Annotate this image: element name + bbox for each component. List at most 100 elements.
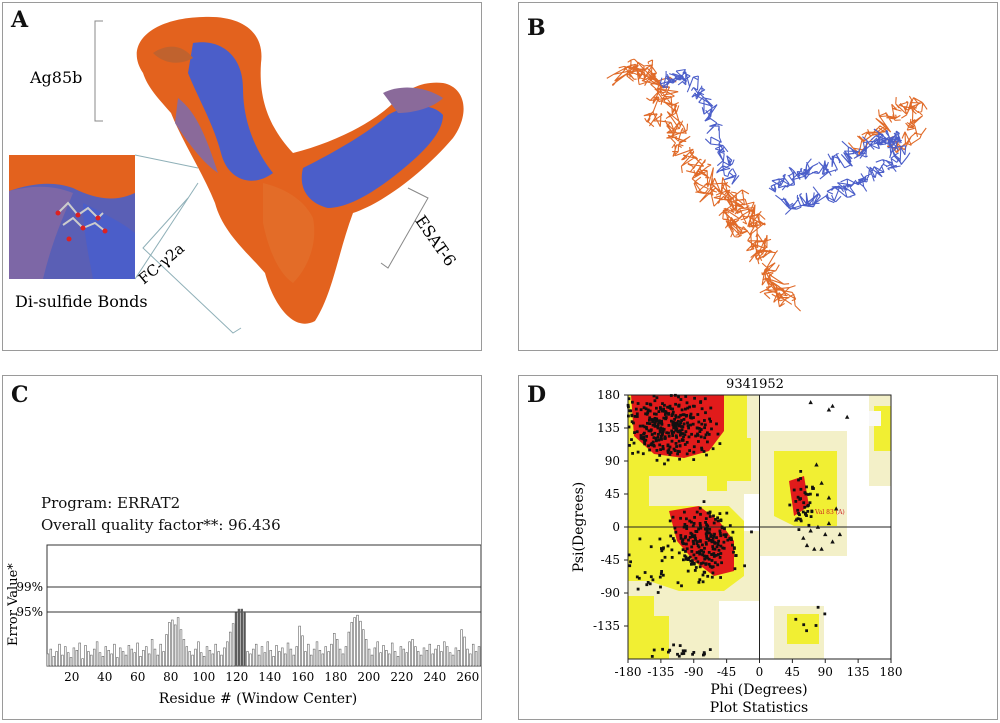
- rama-point: [653, 424, 657, 428]
- errat-bar: [185, 646, 188, 667]
- backbone-segment: [905, 102, 928, 138]
- rama-point: [658, 454, 662, 457]
- rama-point: [649, 429, 653, 433]
- errat-x-tick: 240: [423, 670, 446, 684]
- rama-point: [716, 541, 720, 545]
- backbone-segment: [799, 152, 839, 180]
- rama-point: [676, 652, 679, 656]
- rama-y-tick-label: 0: [612, 520, 620, 534]
- rama-point: [792, 488, 796, 492]
- rama-point: [724, 533, 728, 537]
- rama-point: [641, 452, 645, 456]
- rama-points: [626, 393, 850, 658]
- rama-point: [645, 435, 648, 438]
- rama-point: [638, 424, 642, 428]
- rama-point: [698, 565, 702, 569]
- rama-point: [670, 439, 674, 443]
- rama-point: [694, 530, 698, 533]
- rama-point: [692, 458, 696, 461]
- errat-bar: [200, 652, 203, 667]
- rama-point: [803, 505, 807, 509]
- errat-bar: [249, 653, 252, 667]
- rama-glycine-point: [826, 407, 832, 412]
- rama-point: [660, 547, 663, 550]
- rama-point: [671, 423, 675, 427]
- rama-point: [715, 545, 719, 549]
- rama-point: [694, 566, 698, 569]
- errat-bar: [312, 648, 316, 667]
- rama-point: [707, 551, 711, 554]
- errat-bar: [356, 614, 359, 667]
- rama-point: [810, 509, 814, 513]
- errat-bar: [69, 657, 73, 667]
- rama-point: [630, 413, 634, 417]
- rama-point: [710, 427, 713, 431]
- rama-point: [663, 410, 667, 413]
- rama-point: [806, 510, 810, 513]
- rama-point: [797, 478, 800, 482]
- rama-point: [685, 547, 689, 551]
- errat-bar: [197, 641, 200, 667]
- rama-point: [705, 523, 708, 527]
- errat-bar: [49, 648, 53, 667]
- rama-point: [635, 430, 639, 434]
- rama-point: [799, 487, 803, 491]
- rama-point: [799, 517, 802, 521]
- rama-point: [664, 413, 667, 416]
- rama-point: [662, 407, 665, 411]
- rama-point: [647, 429, 651, 433]
- rama-point: [722, 546, 726, 550]
- rama-point: [816, 493, 819, 497]
- rama-point: [697, 427, 701, 430]
- rama-y-tick-label: -135: [593, 619, 620, 633]
- backbone-segment: [677, 71, 714, 107]
- errat-bar: [194, 648, 197, 667]
- rama-point: [644, 438, 648, 442]
- rama-point: [641, 424, 645, 428]
- rama-glycine-point: [819, 546, 824, 551]
- errat-bar: [148, 653, 151, 667]
- errat-bar: [188, 651, 191, 667]
- rama-point: [666, 451, 670, 454]
- rama-point: [674, 530, 678, 534]
- rama-point: [679, 537, 683, 540]
- rama-point: [799, 497, 802, 500]
- rama-point: [708, 515, 712, 518]
- rama-point: [682, 418, 686, 421]
- rama-point: [658, 537, 662, 541]
- rama-point: [661, 409, 664, 413]
- errat-bar: [474, 651, 478, 667]
- rama-point: [711, 553, 714, 556]
- errat-bar: [58, 643, 61, 667]
- errat-bar: [202, 655, 206, 667]
- rama-point: [690, 532, 694, 536]
- errat-bar: [286, 642, 290, 667]
- rama-point: [686, 421, 689, 425]
- rama-point: [673, 417, 676, 421]
- rama-point: [676, 452, 679, 456]
- rama-point: [645, 427, 649, 431]
- rama-point: [679, 433, 682, 437]
- rama-point: [642, 436, 646, 439]
- rama-point: [706, 556, 709, 560]
- errat-bar: [145, 646, 148, 667]
- rama-point: [674, 402, 677, 406]
- rama-point: [659, 406, 662, 409]
- rama-point: [677, 439, 681, 443]
- rama-point: [681, 541, 685, 545]
- rama-point: [660, 549, 664, 553]
- errat-bar: [159, 643, 162, 667]
- errat-bar: [330, 643, 333, 667]
- rama-point: [687, 435, 691, 439]
- rama-point: [690, 520, 693, 524]
- rama-point: [649, 443, 653, 446]
- rama-point: [660, 428, 664, 432]
- rama-point: [647, 444, 650, 448]
- errat-bar: [359, 620, 362, 667]
- rama-point: [635, 412, 639, 416]
- panel-a-label: A: [11, 7, 29, 33]
- rama-point: [655, 396, 659, 400]
- rama-point: [686, 424, 690, 428]
- errat-bar: [211, 653, 214, 667]
- rama-point: [731, 530, 735, 534]
